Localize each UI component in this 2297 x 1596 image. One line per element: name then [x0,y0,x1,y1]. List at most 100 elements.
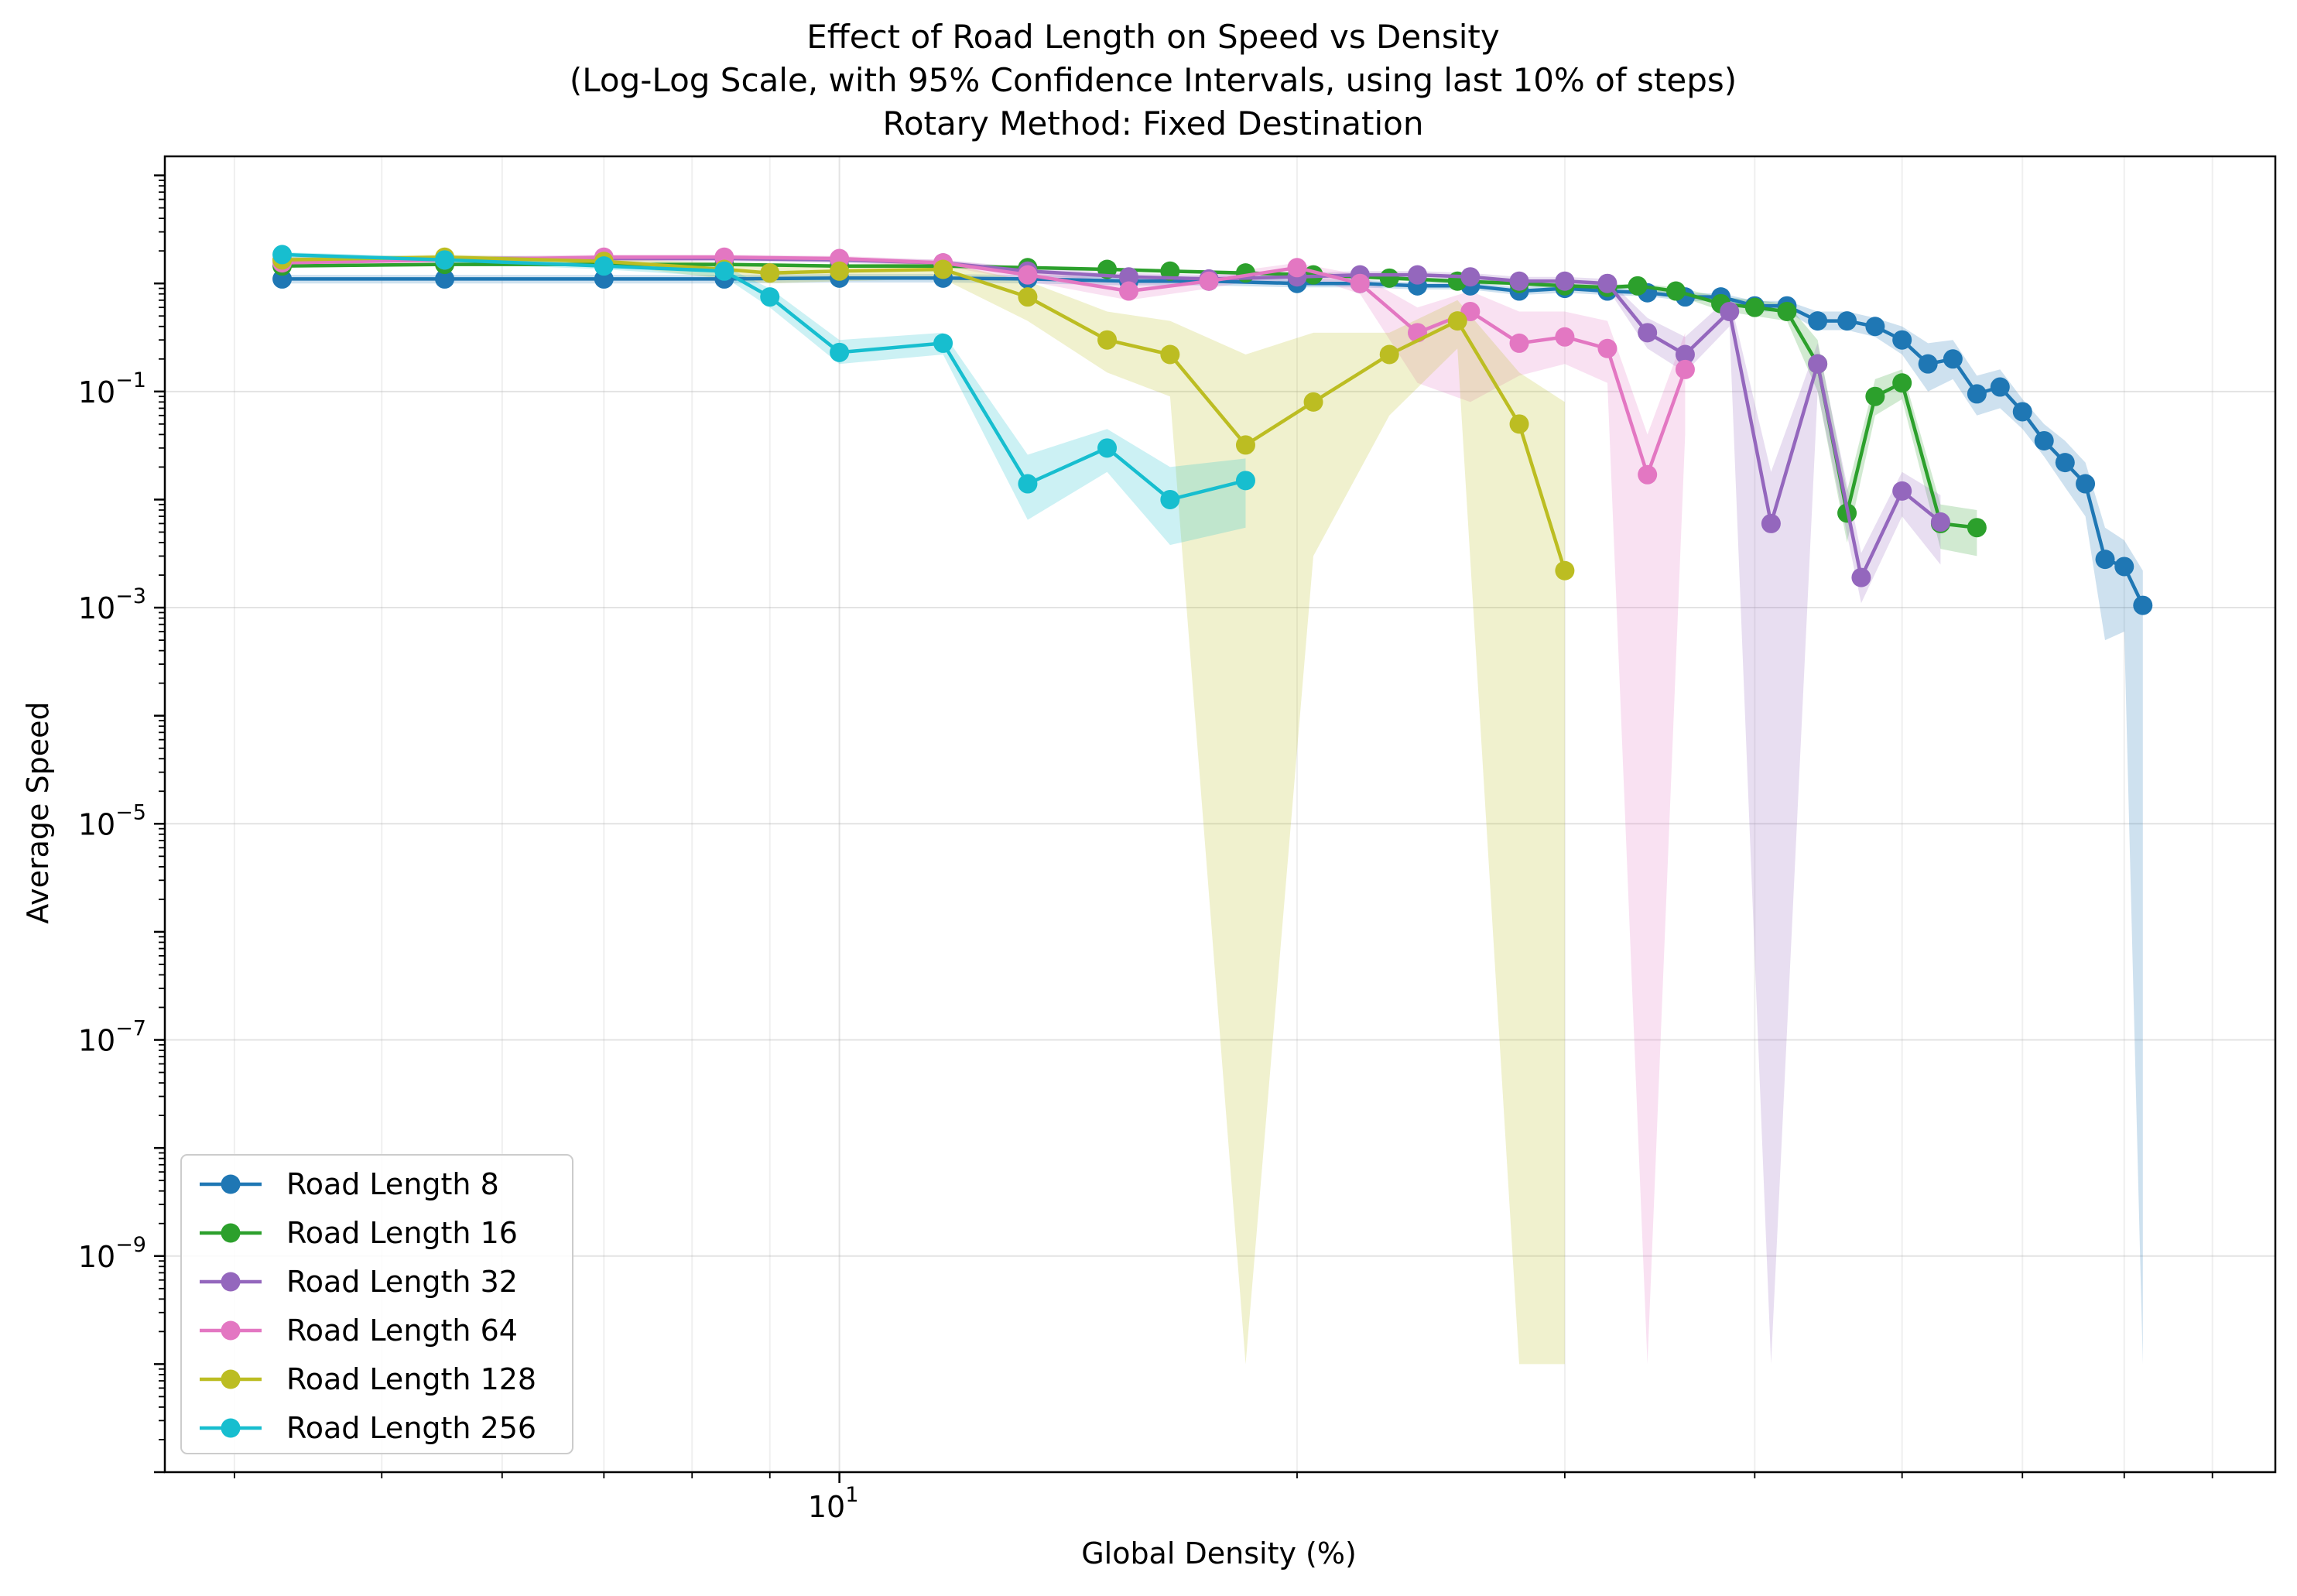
legend-entry: Road Length 16 [200,1216,518,1250]
legend-label: Road Length 16 [286,1216,518,1250]
data-point [1350,273,1370,293]
data-point [1990,377,2010,397]
data-point [2012,402,2032,422]
legend-swatch-marker [221,1272,241,1292]
x-tick-label-base: 10 [808,1490,845,1524]
data-point [1666,281,1686,301]
chart-title-line-2: (Log-Log Scale, with 95% Confidence Inte… [570,61,1737,99]
data-point [1555,327,1575,347]
legend: Road Length 8 Road Length 16 Road Length 3… [180,1154,573,1454]
data-point [760,263,780,283]
data-point [1808,311,1828,331]
data-point [1018,265,1038,285]
data-point [1720,301,1740,321]
confidence-band [282,274,2143,1365]
data-point [1744,297,1765,317]
grid [165,156,2275,1472]
x-tick-label: 101 [808,1483,859,1524]
series [272,245,1255,509]
y-axis-ticks: 10−110−310−510−710−9 [78,174,165,1474]
confidence-band [282,255,1941,1365]
data-point [1930,512,1950,532]
data-point [1777,301,1797,321]
data-point [1509,414,1529,434]
data-point [1235,471,1255,491]
data-point [1160,261,1180,281]
data-point [1597,338,1617,358]
data-point [1160,489,1180,509]
data-point [1675,359,1695,379]
data-point [1160,344,1180,365]
data-point [830,342,850,362]
y-tick-label: 10−9 [78,1233,146,1274]
legend-entry: Road Length 256 [200,1411,536,1445]
confidence-band [282,254,1565,1365]
data-point [714,261,734,281]
data-point [2076,474,2096,494]
data-point [435,269,455,289]
data-point [1892,330,1912,350]
data-point [2055,453,2075,473]
data-point [1018,474,1038,494]
legend-label: Road Length 256 [286,1411,536,1445]
data-point [933,259,953,279]
confidence-bands [282,252,2143,1365]
data-point [1555,560,1575,581]
data-point [760,287,780,307]
data-point [1597,273,1617,293]
data-point [1837,311,1857,331]
x-tick-label-exponent: 1 [845,1483,858,1507]
data-point [2133,595,2153,615]
y-tick-label-base: 10 [78,1024,115,1058]
series-line [282,255,1567,571]
data-point [1967,518,1987,538]
data-point [1892,481,1912,501]
legend-label: Road Length 64 [286,1313,518,1348]
data-point [1509,333,1529,353]
data-point [1199,271,1219,291]
y-tick-label-base: 10 [78,807,115,841]
data-point [1303,392,1323,412]
data-point [830,261,850,281]
y-tick-label-exponent: −5 [115,800,146,824]
y-tick-label: 10−1 [78,368,146,409]
data-point [1851,567,1871,587]
data-point [594,256,614,276]
data-point [1892,373,1912,393]
data-point [1460,267,1481,287]
data-point [1379,344,1399,365]
x-axis-ticks: 101 [233,1472,2213,1524]
chart-title: Effect of Road Length on Speed vs Densit… [570,18,1737,142]
legend-entry: Road Length 64 [200,1313,518,1348]
data-point [1379,268,1399,288]
data-point [1865,317,1885,337]
confidence-band [282,254,1686,1365]
y-tick-label-exponent: −1 [115,368,146,392]
y-tick-label-exponent: −9 [115,1233,146,1257]
data-point [1287,258,1307,278]
legend-swatch-marker [221,1418,241,1438]
data-point [1638,323,1658,343]
confidence-band [282,252,1246,546]
y-tick-label-base: 10 [78,1240,115,1274]
y-tick-label-exponent: −3 [115,584,146,608]
legend-entry: Road Length 128 [200,1362,536,1396]
data-point [933,333,953,353]
data-point [1408,265,1428,285]
data-point [1918,354,1938,374]
x-axis-label: Global Density (%) [1081,1536,1357,1570]
data-point [1967,384,1987,404]
y-tick-label: 10−7 [78,1017,146,1058]
data-point [1865,386,1885,406]
data-point [1447,311,1467,331]
data-point [435,250,455,270]
legend-swatch-marker [221,1174,241,1194]
y-tick-label-exponent: −7 [115,1017,146,1041]
axes-frame [163,155,2277,1474]
y-tick-label-base: 10 [78,591,115,625]
legend-label: Road Length 32 [286,1265,518,1299]
y-tick-label: 10−5 [78,800,146,841]
series-lines [272,245,2153,615]
y-tick-label-base: 10 [78,375,115,409]
